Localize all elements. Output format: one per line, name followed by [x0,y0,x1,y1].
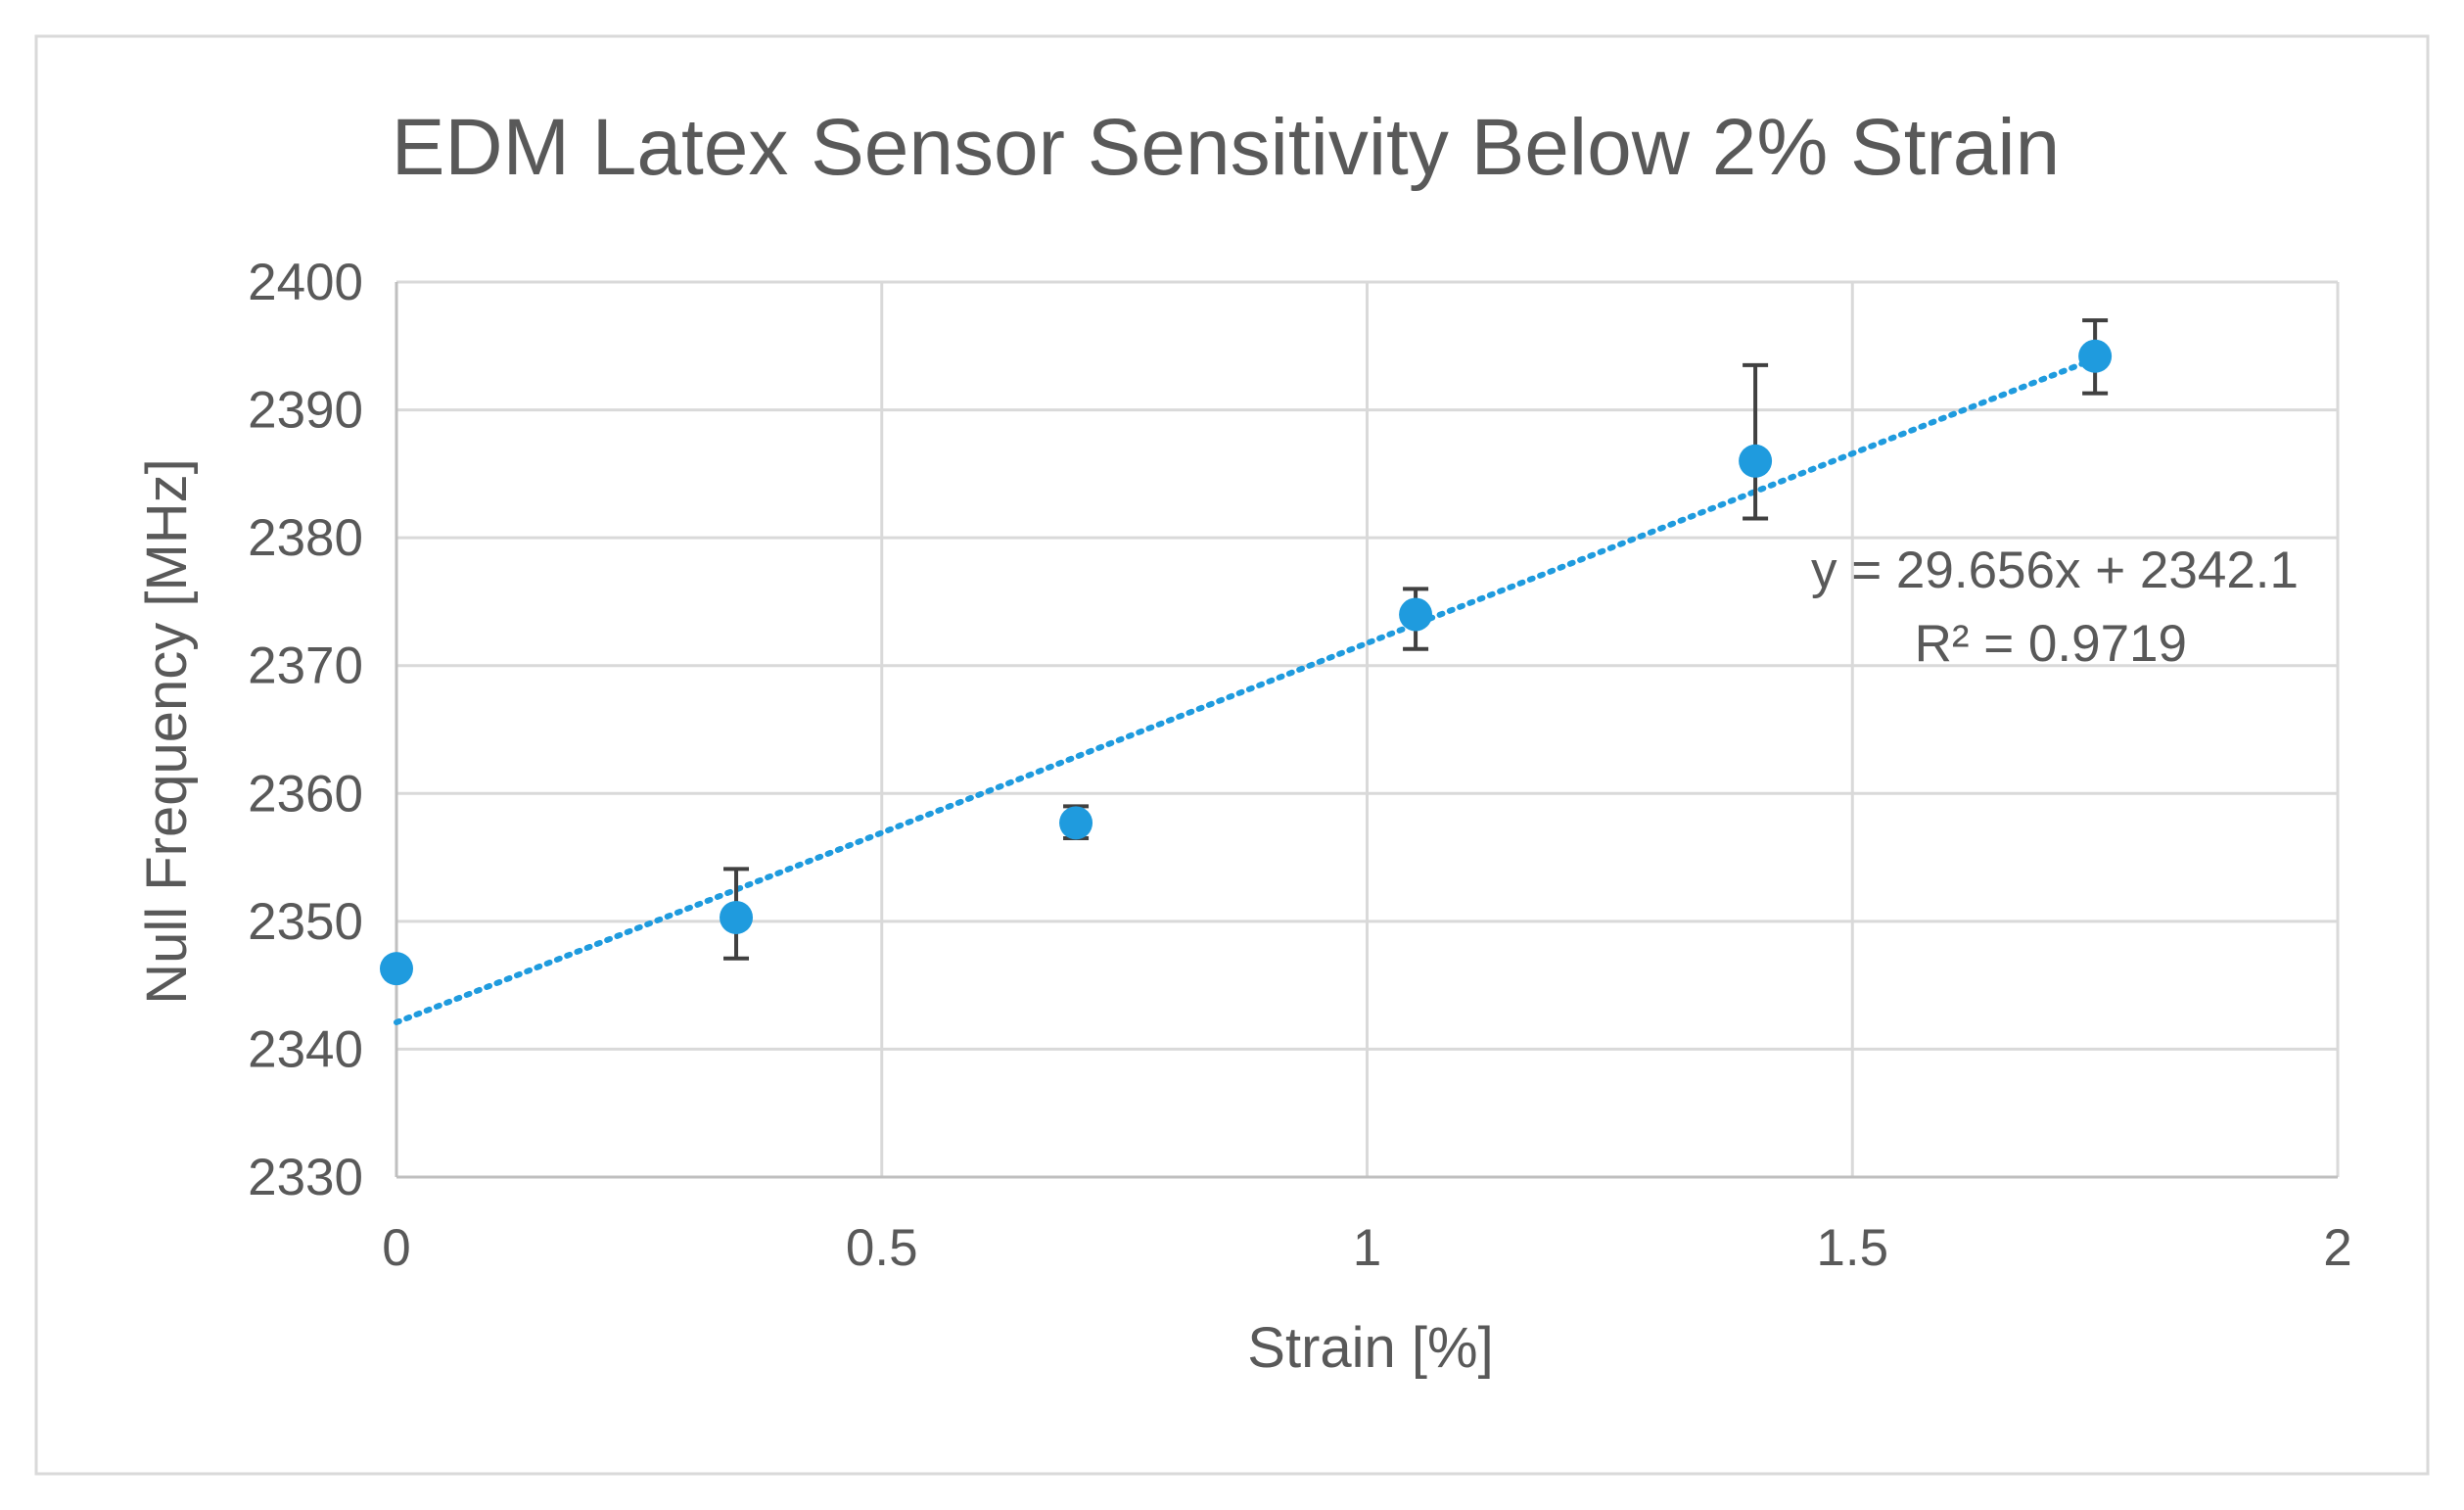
x-tick-label: 2 [2323,1219,2351,1277]
error-bar [1743,362,1769,521]
data-point [380,952,413,986]
data-point [2078,339,2113,373]
axes [395,282,2338,1179]
x-tick-labels: 0 0.5 1 1.5 2 [382,1219,2351,1277]
y-tick-label: 2390 [248,382,363,440]
x-tick-label: 1.5 [1816,1219,1888,1277]
x-tick-label: 1 [1353,1219,1381,1277]
y-tick-label: 2380 [248,509,363,567]
y-axis-title: Null Frequency [MHz] [135,458,199,1005]
data-point [1739,444,1773,478]
data-points [380,339,2113,986]
trendline-layer [394,355,2099,1026]
y-tick-labels: 2330 2340 2350 2360 2370 2380 2390 2400 [248,254,363,1206]
y-tick-label: 2370 [248,637,363,695]
trendline [394,355,2099,1026]
y-tick-label: 2340 [248,1020,363,1078]
chart-title: EDM Latex Sensor Sensitivity Below 2% St… [392,103,2061,192]
data-point [1399,597,1433,632]
x-tick-label: 0 [382,1219,410,1277]
chart-frame [34,34,2430,1476]
trendline-r-squared: R² = 0.9719 [1915,615,2187,673]
trendline-equation: y = 29.656x + 2342.1 [1811,542,2299,599]
y-tick-label: 2330 [248,1149,363,1206]
x-tick-label: 0.5 [846,1219,918,1277]
data-point [720,900,754,934]
x-axis-title: Strain [%] [1247,1316,1493,1380]
y-tick-label: 2400 [248,254,363,311]
data-point [1059,806,1093,840]
y-tick-label: 2350 [248,893,363,951]
y-tick-label: 2360 [248,765,363,823]
